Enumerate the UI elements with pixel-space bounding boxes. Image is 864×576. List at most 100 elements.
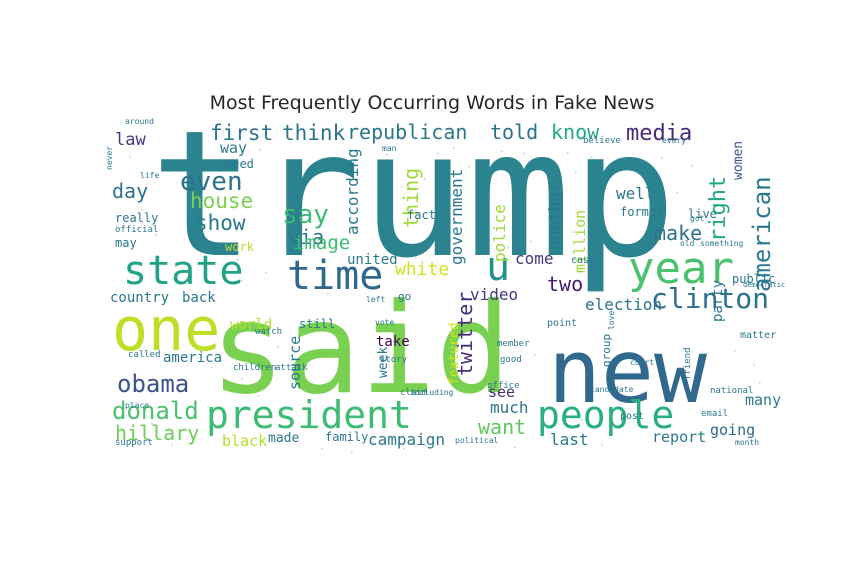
word-watch: watch	[255, 327, 282, 337]
word-candidate: candidate	[590, 385, 634, 394]
word-show: show	[195, 211, 246, 235]
word-month: month	[735, 438, 759, 447]
word-still: still	[299, 317, 335, 331]
word-made: made	[268, 431, 299, 446]
filler-word-mark: •	[436, 151, 440, 158]
word-going: going	[710, 421, 755, 439]
word-government: government	[447, 169, 466, 265]
filler-word-mark: •	[423, 176, 427, 183]
word-say: say	[282, 200, 329, 230]
word-election: election	[585, 295, 662, 314]
word-house: house	[190, 189, 253, 213]
word-got: got	[690, 214, 705, 223]
word-every: every	[662, 136, 686, 145]
word-know: know	[551, 120, 600, 144]
word-really: really	[115, 211, 158, 225]
filler-word-mark: •	[700, 265, 704, 272]
filler-word-mark: •	[506, 245, 510, 252]
word-take: take	[376, 334, 410, 350]
word-member: member	[497, 339, 530, 349]
word-way: way	[220, 139, 247, 157]
word-one: one	[112, 295, 220, 365]
filler-word-mark: •	[170, 442, 174, 449]
word-something: something	[700, 239, 744, 248]
filler-word-mark: •	[258, 147, 262, 154]
filler-word-mark: •	[240, 376, 244, 383]
filler-word-mark: •	[467, 164, 471, 171]
filler-word-mark: •	[312, 318, 316, 325]
word-many: many	[745, 391, 781, 409]
word-friend: friend	[683, 347, 693, 380]
filler-word-mark: •	[348, 177, 352, 184]
word-work: work	[225, 240, 255, 254]
filler-word-mark: •	[186, 149, 190, 156]
word-back: back	[182, 290, 216, 306]
word-country: country	[110, 290, 169, 306]
word-people: people	[537, 393, 674, 437]
word-point: point	[547, 318, 577, 329]
word-good: good	[500, 355, 522, 365]
word-time: time	[287, 253, 383, 299]
word-man: man	[382, 144, 397, 153]
word-year: year	[628, 243, 734, 294]
word-republican: republican	[347, 120, 467, 144]
filler-word-mark: •	[566, 150, 570, 157]
word-make: make	[654, 221, 702, 245]
word-state: state	[123, 248, 243, 294]
word-women: women	[731, 141, 746, 180]
word-group: group	[600, 334, 613, 367]
word-featured: featured	[447, 322, 462, 385]
filler-word-mark: •	[264, 270, 268, 277]
word-love: love	[607, 311, 616, 330]
filler-word-mark: •	[424, 443, 428, 450]
word-clinton: clinton	[651, 282, 769, 315]
filler-word-mark: •	[452, 145, 456, 152]
word-another: another	[545, 182, 564, 250]
chart-title: Most Frequently Occurring Words in Fake …	[209, 92, 655, 114]
filler-word-mark: •	[154, 232, 158, 239]
word-right: right	[706, 176, 731, 242]
word-left: left	[366, 295, 385, 304]
word-media: media	[626, 121, 692, 146]
filler-word-mark: •	[378, 165, 382, 172]
word-million: million	[571, 210, 589, 273]
word-world: world	[230, 317, 272, 333]
word-first: first	[210, 121, 273, 145]
filler-word-mark: •	[590, 155, 594, 162]
filler-word-mark: •	[712, 295, 716, 302]
word-family: family	[325, 430, 368, 444]
filler-word-mark: •	[675, 190, 679, 197]
word-president: president	[206, 393, 412, 437]
word-old: old	[680, 239, 695, 248]
word-twitter: twitter	[453, 292, 477, 376]
filler-word-mark: •	[288, 356, 292, 363]
word-case: case	[571, 255, 595, 266]
word-party: party	[710, 280, 726, 322]
word-attack: attack	[275, 363, 308, 373]
word-obama: obama	[117, 370, 189, 398]
word-week: week	[376, 347, 391, 378]
filler-word-mark: •	[529, 239, 533, 246]
word-according: according	[343, 148, 362, 235]
word-said: said	[210, 277, 511, 422]
word-go: go	[398, 290, 411, 303]
filler-word-mark: •	[150, 421, 154, 428]
word-see: see	[488, 383, 515, 401]
word-support: support	[115, 438, 153, 448]
filler-word-mark: •	[456, 329, 460, 336]
filler-word-mark: •	[236, 257, 240, 264]
word-police: police	[490, 204, 509, 262]
word-video: video	[470, 285, 518, 304]
filler-word-mark: •	[533, 352, 537, 359]
filler-word-mark: •	[574, 170, 578, 177]
word-need: need	[225, 157, 254, 171]
word-report: report	[652, 428, 706, 446]
word-political: political	[455, 436, 499, 445]
word-fact: fact	[407, 208, 436, 222]
filler-word-mark: •	[400, 184, 404, 191]
filler-word-mark: •	[140, 207, 144, 214]
word-former: former	[620, 205, 663, 219]
filler-word-mark: •	[256, 393, 260, 400]
word-post: post	[620, 411, 644, 422]
